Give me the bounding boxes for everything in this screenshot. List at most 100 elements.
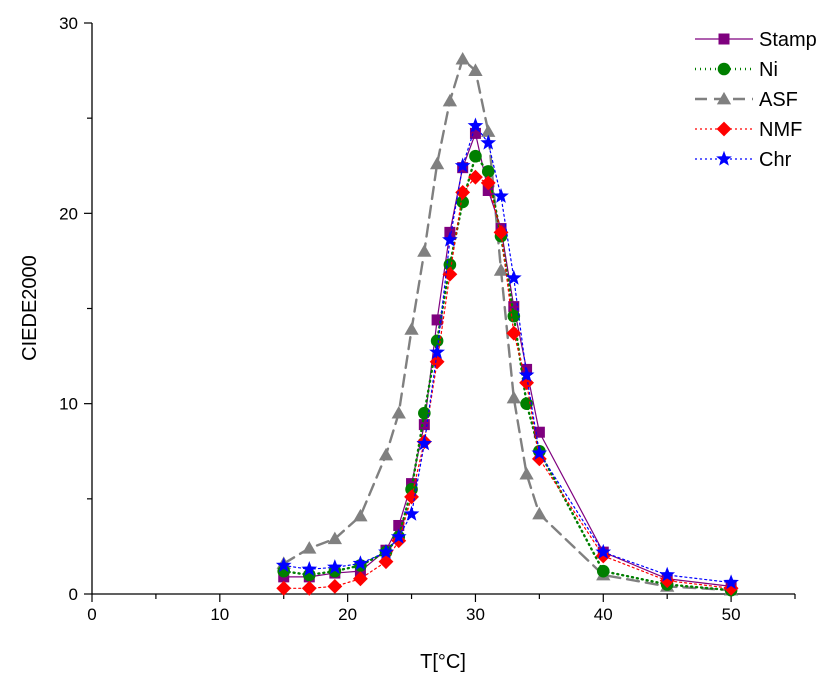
x-tick-label: 10 — [210, 605, 229, 624]
point-chr — [352, 555, 369, 571]
point-chr — [595, 543, 612, 559]
point-asf — [404, 322, 419, 335]
point-asf — [532, 506, 547, 520]
point-chr — [378, 543, 394, 559]
point-asf — [353, 508, 368, 522]
point-nmf — [378, 554, 394, 570]
point-ni — [418, 406, 431, 420]
point-asf — [327, 531, 343, 545]
point-chr — [467, 117, 484, 133]
series-line-asf — [282, 57, 733, 592]
point-ni — [469, 149, 482, 163]
x-tick-label: 50 — [722, 605, 741, 624]
point-asf — [429, 156, 445, 170]
point-chr — [429, 344, 445, 359]
point-nmf — [493, 224, 509, 240]
point-nmf — [723, 580, 739, 596]
point-chr — [493, 187, 509, 203]
legend-label-chr: Chr — [759, 149, 792, 171]
point-nmf — [391, 533, 407, 549]
point-chr — [480, 134, 497, 150]
point-chr — [327, 559, 343, 575]
point-chr — [659, 566, 676, 582]
point-nmf — [506, 325, 522, 341]
point-chr — [505, 269, 522, 285]
point-nmf — [404, 489, 419, 505]
legend-marker-nmf — [716, 121, 732, 137]
point-ni — [520, 397, 533, 410]
series-stamp — [278, 127, 737, 592]
series-layer — [275, 52, 739, 597]
point-stamp — [482, 184, 494, 196]
y-axis-title: CIEDE2000 — [19, 255, 41, 361]
point-chr — [390, 528, 407, 544]
legend-marker-asf — [716, 91, 732, 105]
series-line-stamp — [283, 132, 732, 587]
x-tick-label: 0 — [87, 605, 96, 624]
x-tick-label: 30 — [466, 605, 485, 624]
point-stamp — [469, 127, 481, 139]
series-chr — [275, 117, 739, 590]
point-stamp — [418, 419, 430, 431]
point-asf — [302, 541, 317, 554]
point-nmf — [276, 580, 292, 596]
point-ni — [405, 483, 418, 496]
point-asf — [519, 466, 534, 480]
point-asf — [481, 124, 496, 137]
point-ni — [596, 564, 610, 578]
point-stamp — [533, 426, 545, 438]
x-tick-label: 40 — [594, 605, 613, 624]
point-asf — [378, 447, 394, 461]
legend-marker-ni — [717, 62, 731, 76]
legend-label-nmf: NMF — [759, 119, 802, 141]
point-nmf — [327, 578, 343, 594]
y-axis: 0 10 20 30 — [59, 14, 93, 604]
point-ni — [481, 165, 495, 178]
point-stamp — [508, 301, 520, 313]
point-chr — [454, 157, 471, 173]
point-chr — [518, 366, 535, 382]
point-chr — [403, 505, 420, 521]
legend-label-ni: Ni — [759, 59, 778, 81]
point-asf — [391, 406, 406, 419]
y-tick-label: 20 — [59, 204, 78, 223]
point-chr — [442, 231, 458, 247]
point-nmf — [531, 451, 547, 467]
point-chr — [275, 557, 292, 573]
x-axis: 0 10 20 30 40 50 — [87, 593, 796, 624]
point-asf — [468, 63, 483, 76]
point-nmf — [468, 169, 483, 185]
point-asf — [442, 93, 458, 107]
point-stamp — [431, 314, 443, 326]
point-chr — [301, 561, 318, 576]
point-ni — [456, 195, 469, 209]
point-nmf — [352, 571, 368, 587]
point-asf — [417, 244, 432, 257]
legend-label-asf: ASF — [759, 89, 798, 111]
x-tick-label: 20 — [338, 605, 357, 624]
point-chr — [723, 574, 739, 590]
series-asf — [276, 52, 739, 596]
y-tick-label: 30 — [59, 14, 78, 33]
point-chr — [531, 444, 548, 460]
y-tick-label: 0 — [69, 585, 78, 604]
point-asf — [493, 263, 509, 276]
point-asf — [455, 52, 470, 65]
legend: Stamp Ni ASF NMF Chr — [695, 29, 817, 171]
point-chr — [416, 435, 433, 451]
point-nmf — [301, 580, 317, 596]
x-axis-title: T[°C] — [420, 651, 466, 673]
y-tick-label: 10 — [59, 395, 78, 414]
series-nmf — [276, 169, 739, 596]
legend-label-stamp: Stamp — [759, 29, 817, 51]
point-nmf — [659, 573, 675, 589]
point-stamp — [393, 519, 405, 531]
series-ni — [277, 149, 738, 597]
legend-marker-stamp — [718, 33, 730, 45]
point-nmf — [480, 175, 496, 191]
series-line-nmf — [283, 176, 732, 589]
point-ni — [507, 309, 521, 323]
point-asf — [506, 390, 521, 404]
legend-marker-chr — [716, 150, 732, 166]
